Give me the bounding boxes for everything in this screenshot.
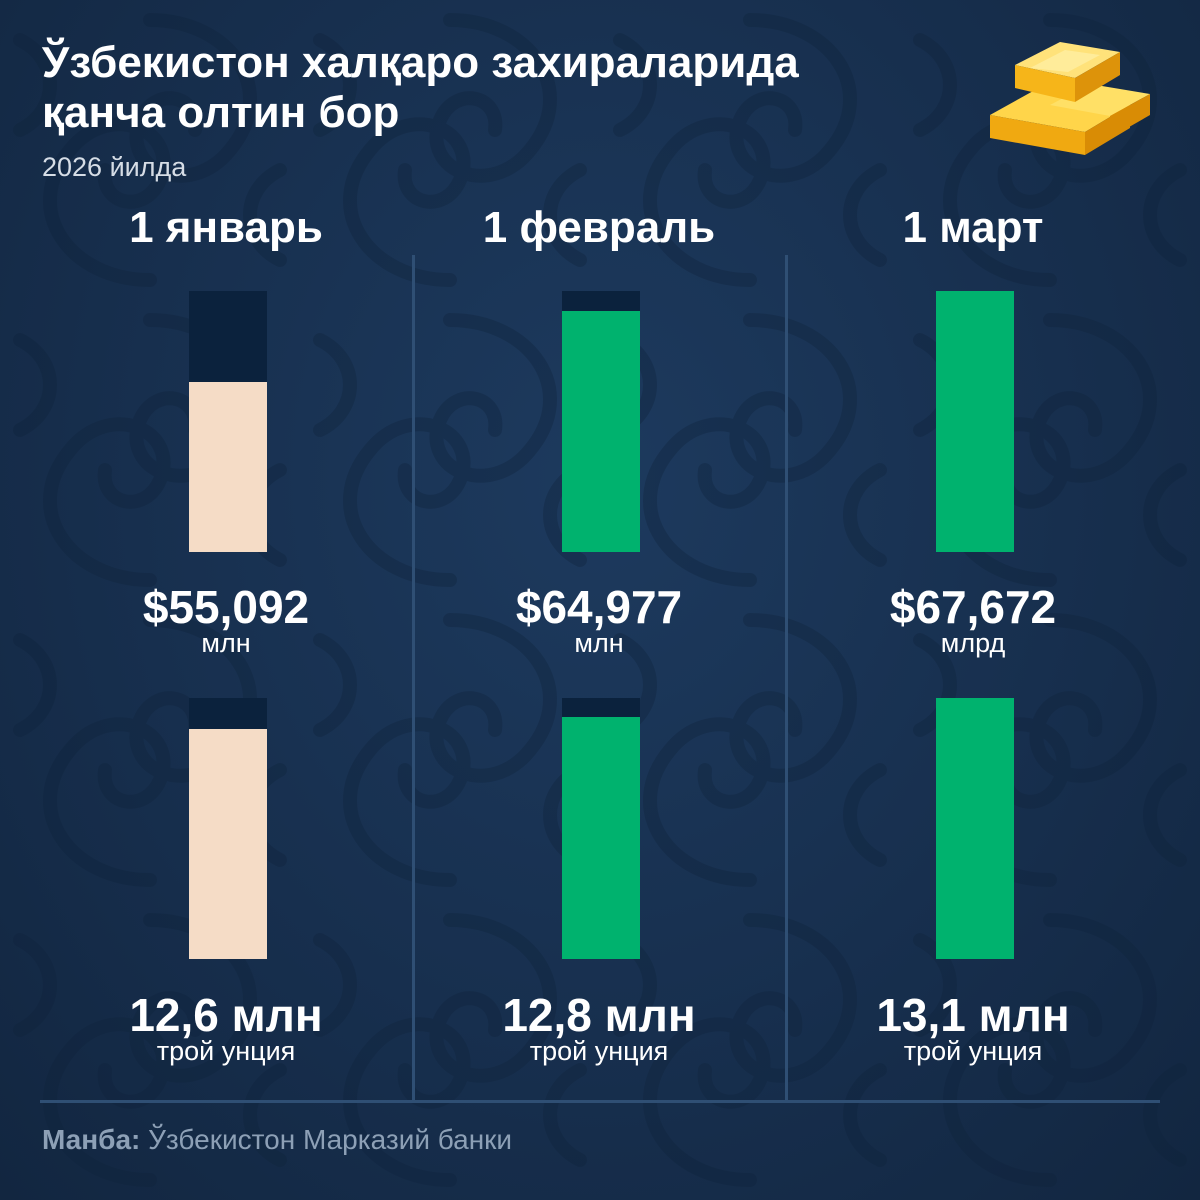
footer-divider (40, 1100, 1160, 1103)
ounce-value: 12,6 млн (129, 989, 323, 1041)
ounce-value: 13,1 млн (876, 989, 1070, 1041)
column-february: 1 февраль $64,977 млн 12,8 млн трой унци… (409, 0, 789, 1100)
usd-bar (189, 382, 267, 552)
usd-bar (562, 311, 640, 552)
source-text: Ўзбекистон Марказий банки (148, 1124, 513, 1155)
ounce-bar-track (189, 698, 267, 959)
gold-bars-icon (990, 42, 1150, 155)
usd-bar (936, 291, 1014, 552)
source-note: Манба: Ўзбекистон Марказий банки (42, 1124, 512, 1156)
ounce-bar (936, 698, 1014, 959)
date-label: 1 январь (129, 203, 323, 252)
usd-bar-track (189, 291, 267, 552)
source-label: Манба: (42, 1124, 141, 1155)
column-divider (412, 255, 415, 1100)
ounce-unit: трой унция (529, 1036, 669, 1066)
column-march: 1 март $67,672 млрд 13,1 млн трой унция (783, 0, 1163, 1100)
column-january: 1 январь $55,092 млн 12,6 млн трой унция (36, 0, 416, 1100)
ounce-unit: трой унция (156, 1036, 296, 1066)
usd-value: $64,977 (515, 581, 683, 633)
usd-value: $67,672 (889, 581, 1057, 633)
ounce-bar (189, 729, 267, 959)
ounce-bar-track (562, 698, 640, 959)
usd-bar-track (562, 291, 640, 552)
usd-unit: млн (574, 628, 624, 658)
usd-bar-track (936, 291, 1014, 552)
page-subtitle: 2026 йилда (42, 152, 187, 182)
usd-unit: млрд (940, 628, 1006, 658)
page-title: Ўзбекистон халқаро захираларида қанча ол… (42, 38, 799, 137)
ounce-value: 12,8 млн (502, 989, 696, 1041)
date-label: 1 февраль (482, 203, 716, 252)
ounce-unit: трой унция (903, 1036, 1043, 1066)
ounce-bar (562, 717, 640, 959)
usd-unit: млн (201, 628, 251, 658)
date-label: 1 март (902, 203, 1044, 252)
ounce-bar-track (936, 698, 1014, 959)
column-divider (785, 255, 788, 1100)
usd-value: $55,092 (142, 581, 310, 633)
